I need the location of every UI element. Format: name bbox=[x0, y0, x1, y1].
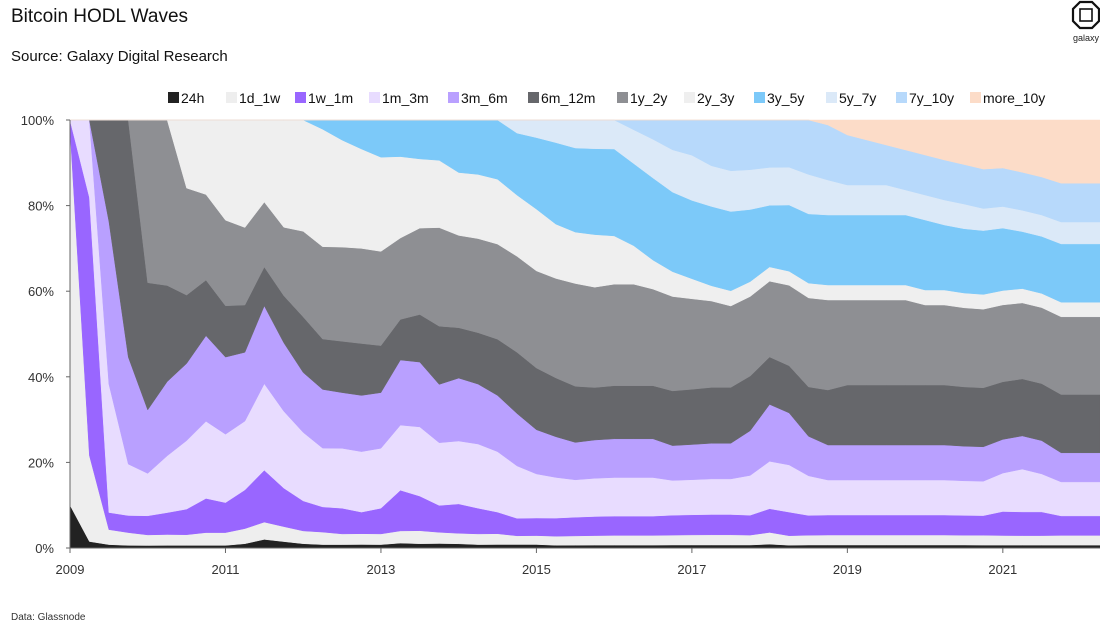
area-more_10y bbox=[70, 119, 1100, 184]
legend-swatch-1d_1w bbox=[226, 92, 237, 103]
x-tick-label: 2013 bbox=[366, 562, 395, 577]
legend-label-1m_3m: 1m_3m bbox=[382, 90, 429, 106]
galaxy-logo-label: galaxy bbox=[1072, 33, 1099, 43]
legend-label-5y_7y: 5y_7y bbox=[839, 90, 876, 106]
legend-label-1w_1m: 1w_1m bbox=[308, 90, 353, 106]
galaxy-logo: galaxy bbox=[1066, 0, 1100, 43]
legend-label-7y_10y: 7y_10y bbox=[909, 90, 954, 106]
x-tick-label: 2021 bbox=[988, 562, 1017, 577]
chart-title: Bitcoin HODL Waves bbox=[11, 6, 189, 27]
data-source-note: Data: Glassnode bbox=[11, 612, 86, 623]
chart-subtitle: Source: Galaxy Digital Research bbox=[11, 48, 228, 65]
y-tick-label: 40% bbox=[28, 370, 54, 385]
legend-swatch-1y_2y bbox=[617, 92, 628, 103]
legend-label-more_10y: more_10y bbox=[983, 90, 1045, 106]
legend-swatch-3m_6m bbox=[448, 92, 459, 103]
legend-swatch-2y_3y bbox=[684, 92, 695, 103]
legend-label-1y_2y: 1y_2y bbox=[630, 90, 667, 106]
x-tick-label: 2017 bbox=[677, 562, 706, 577]
legend-swatch-more_10y bbox=[970, 92, 981, 103]
legend-swatch-5y_7y bbox=[826, 92, 837, 103]
y-tick-label: 80% bbox=[28, 199, 54, 214]
legend-label-1d_1w: 1d_1w bbox=[239, 90, 281, 106]
y-tick-label: 0% bbox=[35, 541, 54, 556]
legend-label-2y_3y: 2y_3y bbox=[697, 90, 734, 106]
legend-label-3y_5y: 3y_5y bbox=[767, 90, 804, 106]
legend-label-3m_6m: 3m_6m bbox=[461, 90, 508, 106]
x-tick-label: 2019 bbox=[833, 562, 862, 577]
legend-swatch-1w_1m bbox=[295, 92, 306, 103]
galaxy-logo-icon bbox=[1071, 0, 1100, 30]
y-tick-label: 60% bbox=[28, 284, 54, 299]
legend-swatch-3y_5y bbox=[754, 92, 765, 103]
x-tick-label: 2015 bbox=[522, 562, 551, 577]
legend-label-24h: 24h bbox=[181, 90, 204, 106]
legend-swatch-24h bbox=[168, 92, 179, 103]
legend-swatch-7y_10y bbox=[896, 92, 907, 103]
legend-swatch-1m_3m bbox=[369, 92, 380, 103]
x-tick-label: 2011 bbox=[211, 562, 239, 577]
legend-swatch-6m_12m bbox=[528, 92, 539, 103]
legend-label-6m_12m: 6m_12m bbox=[541, 90, 595, 106]
y-tick-label: 100% bbox=[21, 113, 55, 128]
x-tick-label: 2009 bbox=[56, 562, 85, 577]
y-tick-label: 20% bbox=[28, 455, 54, 470]
